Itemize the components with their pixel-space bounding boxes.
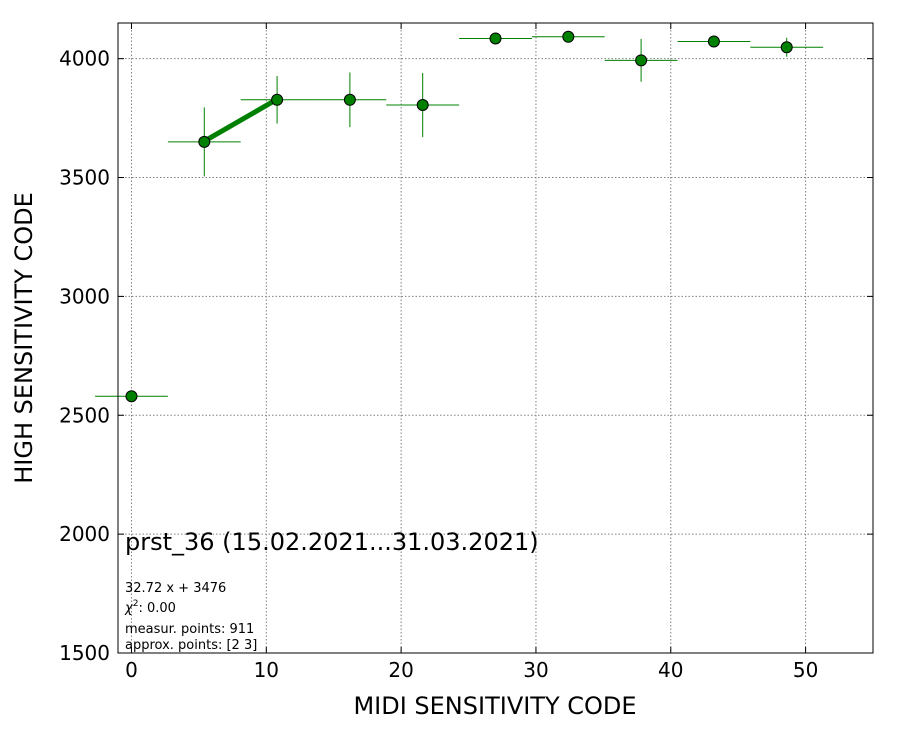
data-point (562, 30, 575, 43)
y-tick-label: 2500 (59, 403, 110, 427)
x-tick-label: 30 (523, 658, 548, 682)
data-point (635, 54, 648, 67)
fit-line-layer (203, 97, 279, 144)
grid-lines (118, 23, 873, 653)
data-points (125, 30, 793, 403)
data-point (489, 32, 502, 45)
data-point (343, 93, 356, 106)
tick-labels: 0 10 20 30 40 50 1500 2000 2500 3000 3500 4000 (59, 47, 818, 682)
plot-frame (117, 22, 874, 654)
x-tick-label: 0 (125, 658, 138, 682)
annotation-approx-points: approx. points: [2 3] (125, 638, 257, 653)
x-tick-label: 10 (254, 658, 279, 682)
annotation-title: prst_36 (15.02.2021...31.03.2021) (125, 528, 539, 556)
error-bars (95, 36, 824, 397)
annotation-measur-points: measur. points: 911 (125, 622, 254, 637)
fit-line-segment (203, 97, 279, 144)
x-tick-label: 50 (793, 658, 818, 682)
y-tick-label: 3500 (59, 166, 110, 190)
data-point (780, 41, 793, 54)
y-tick-label: 1500 (59, 641, 110, 665)
annotation-chi2: χ2: 0.00 (124, 599, 176, 616)
y-tick-label: 2000 (59, 522, 110, 546)
data-point (125, 390, 138, 403)
x-tick-label: 20 (388, 658, 413, 682)
annotation-fit-equation: 32.72 x + 3476 (125, 581, 226, 596)
y-axis-label: HIGH SENSITIVITY CODE (10, 192, 38, 484)
x-tick-label: 40 (658, 658, 683, 682)
y-tick-label: 3000 (59, 284, 110, 308)
data-point (707, 35, 720, 48)
data-point (198, 135, 211, 148)
y-tick-label: 4000 (59, 47, 110, 71)
data-point (271, 93, 284, 106)
data-point (416, 99, 429, 112)
x-axis-label: MIDI SENSITIVITY CODE (353, 692, 636, 720)
axis-ticks (118, 23, 873, 654)
